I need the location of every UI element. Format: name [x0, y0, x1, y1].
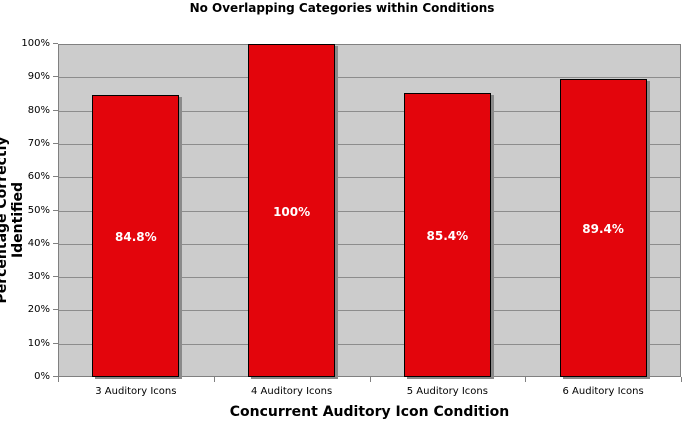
y-tick-label: 40% — [27, 237, 50, 249]
plot-area: 84.8% 100% 85.4% 89.4% — [58, 44, 681, 377]
x-tick-label: 6 Auditory Icons — [562, 386, 644, 397]
bar: 84.8% — [92, 94, 180, 377]
bar: 85.4% — [403, 92, 491, 377]
y-tick-mark — [53, 242, 58, 244]
gridline — [59, 343, 680, 345]
y-tick-label: 30% — [27, 271, 50, 283]
y-tick-mark — [53, 142, 58, 144]
y-tick-label: 80% — [27, 104, 50, 116]
y-tick-label: 60% — [27, 171, 50, 183]
bar-value-label: 84.8% — [115, 229, 157, 244]
gridline — [59, 210, 680, 212]
y-tick-label: 70% — [27, 137, 50, 149]
bar: 89.4% — [559, 79, 647, 377]
x-tick-label: 4 Auditory Icons — [251, 386, 333, 397]
y-tick-label: 50% — [27, 204, 50, 216]
gridline — [59, 110, 680, 112]
gridline — [59, 143, 680, 145]
y-tick-mark — [53, 209, 58, 211]
y-tick-mark — [53, 276, 58, 278]
gridline — [59, 243, 680, 245]
chart-title: No Overlapping Categories within Conditi… — [189, 1, 495, 15]
x-tick-mark — [525, 377, 527, 382]
x-tick-mark — [213, 377, 215, 382]
y-tick-mark — [53, 43, 58, 44]
gridline — [59, 277, 680, 279]
y-tick-mark — [53, 376, 58, 377]
y-tick-label: 10% — [27, 337, 50, 349]
y-tick-mark — [53, 76, 58, 78]
bar-value-label: 100% — [273, 204, 311, 219]
y-tick-mark — [53, 109, 58, 111]
x-tick-label: 5 Auditory Icons — [406, 386, 488, 397]
bar-value-label: 89.4% — [582, 222, 624, 237]
y-tick-mark — [53, 309, 58, 311]
gridline — [59, 77, 680, 79]
y-tick-label: 20% — [27, 304, 50, 316]
y-tick-mark — [53, 176, 58, 178]
gridline — [59, 310, 680, 312]
x-tick-mark — [681, 377, 682, 382]
y-tick-label: 90% — [27, 71, 50, 83]
gridline — [59, 177, 680, 179]
bar-value-label: 85.4% — [426, 228, 469, 243]
y-tick-mark — [53, 342, 58, 344]
y-tick-label: 0% — [34, 371, 50, 382]
y-tick-label: 100% — [21, 38, 50, 49]
x-tick-label: 3 Auditory Icons — [95, 386, 177, 397]
x-tick-mark — [58, 377, 59, 382]
x-tick-mark — [369, 377, 371, 382]
bar: 100% — [248, 44, 336, 377]
x-axis-label: Concurrent Auditory Icon Condition — [229, 404, 510, 420]
